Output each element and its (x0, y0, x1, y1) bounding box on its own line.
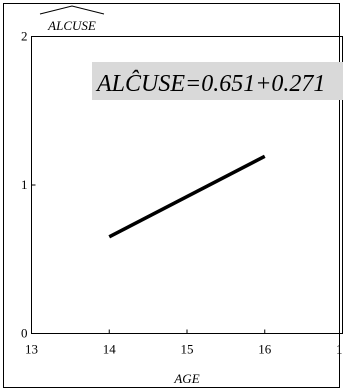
y-tick-label: 1 (21, 177, 28, 192)
y-axis-title: ALCUSE (47, 18, 96, 33)
equation-text: ALĈUSE=0.651+0.271 (95, 70, 325, 97)
y-axis-title-hat (39, 5, 105, 15)
x-tick-label: 16 (258, 342, 272, 357)
x-tick-label: 14 (103, 342, 117, 357)
y-tick-label: 0 (21, 326, 28, 341)
series-group (108, 154, 266, 239)
x-tick-label: 15 (181, 342, 194, 357)
y-tick-label: 2 (21, 29, 28, 44)
x-axis-title: AGE (173, 371, 199, 386)
axis-ticks: 13 14 15 16 17 0 1 2 (21, 29, 343, 357)
x-tick-label: 13 (25, 342, 38, 357)
equation-box: ALĈUSE=0.651+0.271 (92, 62, 343, 100)
x-tick-label: 17 (336, 342, 343, 357)
series-line (108, 154, 266, 239)
outer-frame (3, 3, 340, 388)
equation-background (92, 62, 343, 100)
